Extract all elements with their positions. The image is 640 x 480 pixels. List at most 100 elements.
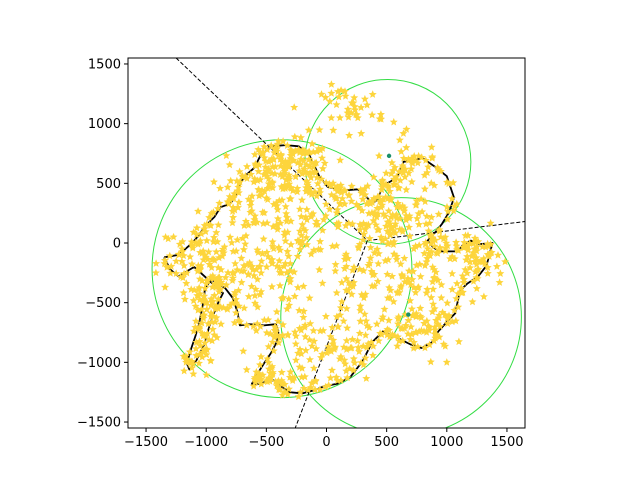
point <box>473 274 482 283</box>
point <box>283 390 292 398</box>
point <box>285 194 294 203</box>
point <box>339 316 348 325</box>
point <box>332 288 341 297</box>
point <box>283 304 292 313</box>
point <box>340 356 349 364</box>
point <box>428 154 437 162</box>
point <box>365 259 374 267</box>
point <box>210 291 219 299</box>
point <box>301 213 310 221</box>
point <box>377 197 386 206</box>
point <box>298 220 307 229</box>
point <box>433 319 442 328</box>
point <box>446 254 455 263</box>
point <box>366 243 375 251</box>
x-tick-label: 1500 <box>490 435 523 450</box>
point <box>327 113 336 122</box>
point <box>374 259 383 268</box>
point <box>195 295 204 304</box>
point <box>396 259 405 268</box>
point <box>338 194 347 203</box>
point <box>402 143 411 151</box>
point <box>234 183 243 191</box>
point <box>413 214 422 223</box>
point <box>225 192 234 201</box>
point <box>314 220 322 229</box>
point <box>398 324 407 332</box>
point <box>302 233 311 241</box>
point <box>293 252 302 260</box>
point <box>358 195 367 203</box>
point <box>412 196 421 205</box>
point <box>235 167 244 176</box>
point <box>251 377 260 386</box>
point <box>361 353 370 362</box>
point <box>312 344 321 353</box>
point <box>423 244 432 253</box>
point <box>225 160 234 169</box>
point <box>192 344 200 353</box>
point <box>331 183 340 192</box>
point <box>267 141 276 149</box>
point <box>199 255 208 264</box>
point <box>474 265 483 273</box>
point <box>359 342 368 350</box>
point <box>430 242 439 250</box>
point <box>372 212 381 221</box>
point <box>242 365 251 374</box>
point <box>282 175 291 184</box>
point <box>198 297 207 305</box>
point <box>299 313 308 321</box>
point <box>219 248 228 257</box>
point <box>342 366 351 375</box>
point <box>166 269 175 277</box>
point <box>318 144 327 152</box>
point <box>429 300 438 308</box>
point <box>373 204 382 212</box>
point <box>417 153 426 161</box>
point <box>285 373 294 381</box>
point <box>246 170 255 178</box>
point <box>179 288 188 297</box>
point <box>308 139 317 148</box>
point <box>386 230 395 239</box>
point <box>399 129 408 137</box>
point <box>444 207 452 215</box>
point <box>250 291 259 300</box>
point <box>305 162 314 171</box>
point <box>324 342 333 351</box>
point <box>486 219 495 227</box>
point <box>466 263 475 272</box>
point <box>409 267 418 275</box>
point <box>258 249 267 258</box>
point <box>326 332 335 341</box>
point <box>345 131 354 139</box>
point <box>264 252 273 260</box>
point <box>360 310 369 318</box>
point <box>409 311 418 319</box>
point <box>362 221 371 229</box>
point <box>269 346 278 355</box>
point <box>255 191 264 200</box>
point <box>298 364 307 372</box>
point <box>310 337 319 345</box>
point <box>262 193 271 202</box>
point <box>241 171 250 180</box>
point <box>441 310 449 319</box>
point <box>246 208 255 216</box>
point <box>273 214 282 223</box>
point <box>341 92 350 100</box>
point <box>337 188 346 196</box>
point <box>216 184 225 192</box>
point <box>248 262 257 270</box>
point <box>353 336 362 345</box>
point <box>342 286 351 294</box>
point <box>301 226 310 235</box>
point <box>385 332 394 341</box>
point <box>274 338 283 347</box>
point <box>330 192 339 201</box>
point <box>317 90 326 98</box>
point <box>347 197 356 205</box>
point <box>365 197 374 206</box>
point <box>206 356 215 365</box>
